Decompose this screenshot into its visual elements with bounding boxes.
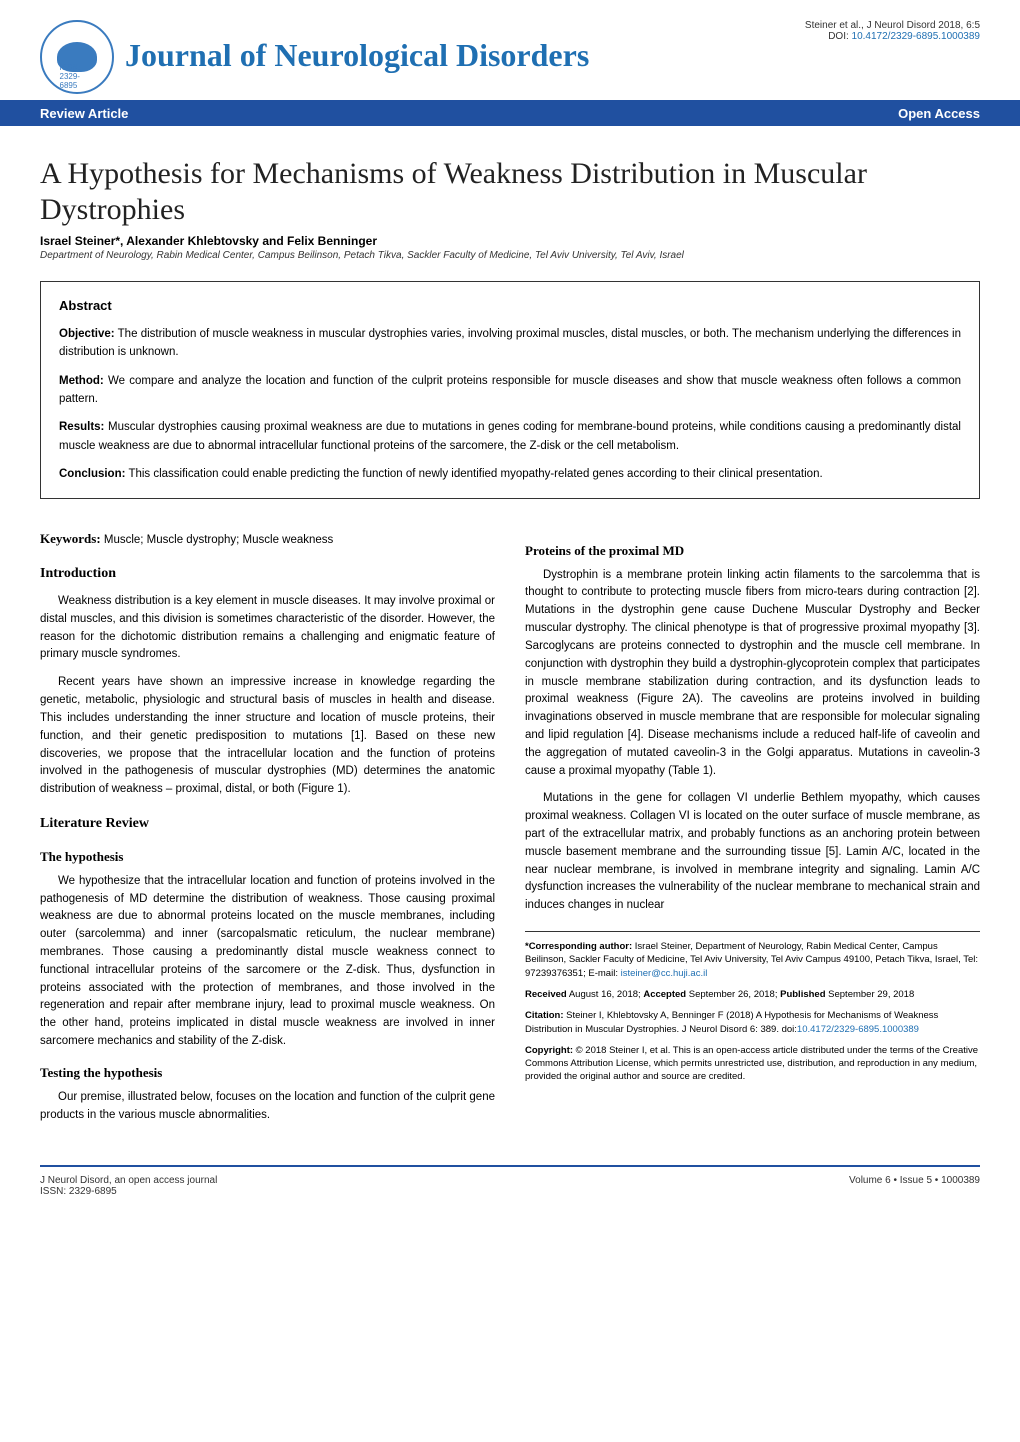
corresponding-email[interactable]: isteiner@cc.huji.ac.il <box>621 968 708 979</box>
article-title: A Hypothesis for Mechanisms of Weakness … <box>40 156 980 228</box>
proximal-para-2: Mutations in the gene for collagen VI un… <box>525 790 980 915</box>
introduction-heading: Introduction <box>40 563 495 585</box>
footer-journal-line: J Neurol Disord, an open access journal <box>40 1175 217 1186</box>
proximal-heading: Proteins of the proximal MD <box>525 541 980 561</box>
footer-issn-line: ISSN: 2329-6895 <box>40 1186 217 1197</box>
right-column: Proteins of the proximal MD Dystrophin i… <box>525 529 980 1135</box>
ribbon-bar: Review Article Open Access <box>0 100 1020 126</box>
hypothesis-para-1: We hypothesize that the intracellular lo… <box>40 873 495 1051</box>
abstract-box: Abstract Objective: The distribution of … <box>40 281 980 499</box>
copyright-block: Copyright: © 2018 Steiner I, et al. This… <box>525 1044 980 1084</box>
dates-line: Received August 16, 2018; Accepted Septe… <box>525 988 980 1001</box>
open-access-label: Open Access <box>898 106 980 121</box>
citation-block: Citation: Steiner I, Khlebtovsky A, Benn… <box>525 1009 980 1036</box>
testing-para-1: Our premise, illustrated below, focuses … <box>40 1089 495 1125</box>
article-type-label: Review Article <box>40 106 128 121</box>
keywords-text: Muscle; Muscle dystrophy; Muscle weaknes… <box>101 534 334 546</box>
corresponding-author-line: *Corresponding author: Israel Steiner, D… <box>525 940 980 980</box>
page-footer: J Neurol Disord, an open access journal … <box>40 1165 980 1217</box>
journal-logo: ISSN: 2329-6895 <box>40 20 110 90</box>
authors-line: Israel Steiner*, Alexander Khlebtovsky a… <box>40 234 980 248</box>
hypothesis-heading: The hypothesis <box>40 847 495 867</box>
journal-title: Journal of Neurological Disorders <box>125 37 589 74</box>
footer-right: Volume 6 • Issue 5 • 1000389 <box>849 1175 980 1197</box>
abstract-heading: Abstract <box>59 296 961 317</box>
doi-link[interactable]: 10.4172/2329-6895.1000389 <box>852 31 980 42</box>
intro-para-1: Weakness distribution is a key element i… <box>40 593 495 664</box>
abstract-results: Results: Muscular dystrophies causing pr… <box>59 418 961 455</box>
affiliation-line: Department of Neurology, Rabin Medical C… <box>40 250 980 261</box>
footer-left: J Neurol Disord, an open access journal … <box>40 1175 217 1197</box>
page-header: ISSN: 2329-6895 Journal of Neurological … <box>0 0 1020 100</box>
intro-para-2: Recent years have shown an impressive in… <box>40 674 495 799</box>
left-column: Keywords: Muscle; Muscle dystrophy; Musc… <box>40 529 495 1135</box>
correspondence-box: *Corresponding author: Israel Steiner, D… <box>525 931 980 1084</box>
testing-heading: Testing the hypothesis <box>40 1063 495 1083</box>
abstract-objective: Objective: The distribution of muscle we… <box>59 325 961 362</box>
literature-review-heading: Literature Review <box>40 813 495 835</box>
two-column-body: Keywords: Muscle; Muscle dystrophy; Musc… <box>40 529 980 1135</box>
abstract-method: Method: We compare and analyze the locat… <box>59 372 961 409</box>
proximal-para-1: Dystrophin is a membrane protein linking… <box>525 567 980 781</box>
keywords-label: Keywords: <box>40 531 101 546</box>
keywords-line: Keywords: Muscle; Muscle dystrophy; Musc… <box>40 529 495 550</box>
logo-issn: ISSN: 2329-6895 <box>60 63 95 90</box>
doi-label: DOI: <box>828 31 849 42</box>
citation-doi[interactable]: 10.4172/2329-6895.1000389 <box>797 1024 919 1035</box>
header-citation-block: Steiner et al., J Neurol Disord 2018, 6:… <box>805 20 980 42</box>
abstract-conclusion: Conclusion: This classification could en… <box>59 465 961 483</box>
citation-line: Steiner et al., J Neurol Disord 2018, 6:… <box>805 20 980 31</box>
